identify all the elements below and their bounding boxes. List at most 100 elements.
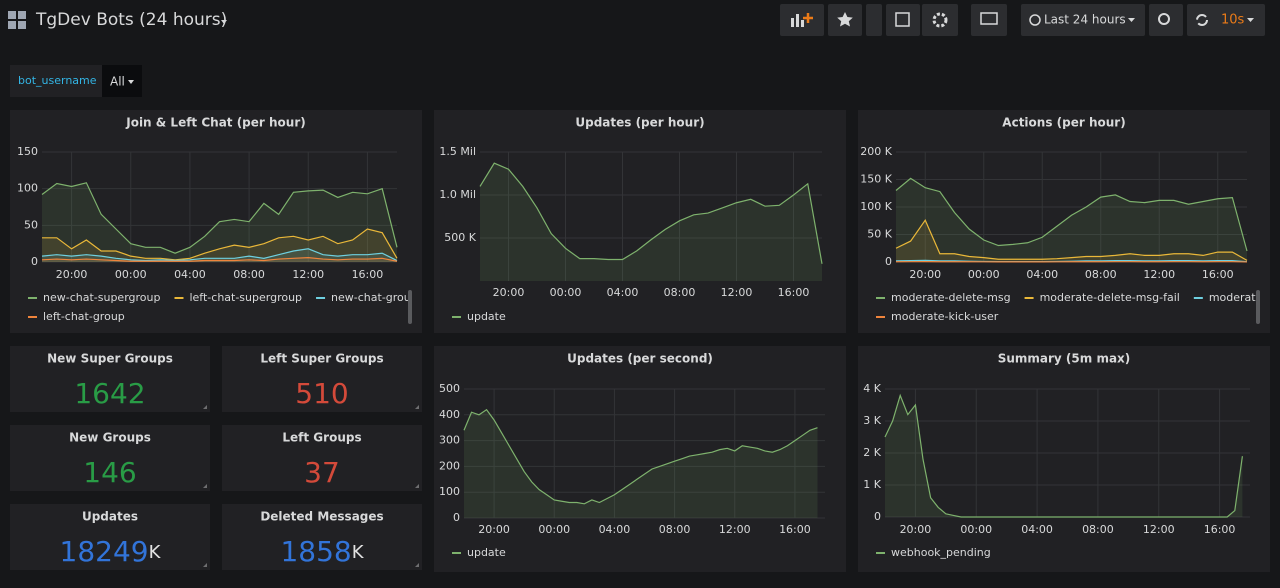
panel-title: Updates (per hour) <box>575 116 704 130</box>
settings-icon <box>932 12 948 28</box>
refresh-interval[interactable]: 10s <box>1221 13 1245 28</box>
x-tick-label: 16:00 <box>1202 268 1234 281</box>
y-tick-label: 50 <box>24 218 38 231</box>
x-tick-label: 04:00 <box>607 286 639 299</box>
stat-title: Left Super Groups <box>260 352 383 366</box>
x-tick-label: 04:00 <box>1021 523 1053 536</box>
y-tick-label: 200 <box>439 459 460 472</box>
dashboard-icon[interactable] <box>8 11 26 29</box>
settings-button[interactable] <box>922 4 958 36</box>
refresh-picker[interactable] <box>1187 4 1265 36</box>
x-tick-label: 04:00 <box>174 268 206 281</box>
x-tick-label: 16:00 <box>779 523 811 536</box>
series-area <box>480 163 822 281</box>
share-button[interactable] <box>866 4 882 36</box>
series-line <box>895 218 1248 261</box>
x-tick-label: 16:00 <box>1204 523 1236 536</box>
x-tick-label: 04:00 <box>599 523 631 536</box>
x-tick-label: 08:00 <box>659 523 691 536</box>
panel <box>434 110 846 333</box>
y-tick-label: 2 K <box>863 446 881 459</box>
tv-button[interactable] <box>971 4 1007 36</box>
legend-label: moderate-delete-msg <box>891 291 1011 304</box>
stat-title: Deleted Messages <box>260 510 383 524</box>
time-caret <box>1128 18 1135 22</box>
series-line <box>41 248 398 262</box>
stat-value: 1642 <box>74 377 145 410</box>
series-line <box>41 256 398 262</box>
x-tick-label: 12:00 <box>1143 523 1175 536</box>
legend-label: left-chat-supergroup <box>189 291 302 304</box>
series-area <box>42 257 397 262</box>
legend-label: update <box>467 546 506 559</box>
x-tick-label: 12:00 <box>1143 268 1175 281</box>
series-area <box>464 409 818 518</box>
panel-title: Actions (per hour) <box>1002 116 1125 130</box>
stat-panel <box>10 346 210 412</box>
legend-label: left-chat-group <box>43 310 125 323</box>
x-tick-label: 08:00 <box>1082 523 1114 536</box>
x-tick-label: 16:00 <box>352 268 384 281</box>
y-tick-label: 1.5 Mil <box>439 145 476 158</box>
refresh-icon <box>1196 14 1208 26</box>
panel-title: Summary (5m max) <box>998 352 1131 366</box>
y-tick-label: 100 <box>439 485 460 498</box>
series-line <box>41 182 398 254</box>
add-icon <box>803 13 813 23</box>
series-line <box>463 408 818 505</box>
stat-number: 146 <box>83 456 136 489</box>
legend-scrollbar <box>408 290 412 324</box>
y-tick-label: 0 <box>453 511 460 524</box>
series-area <box>885 395 1243 517</box>
resize-handle <box>415 484 419 488</box>
y-tick-label: 400 <box>439 408 460 421</box>
stat-number: 510 <box>295 377 348 410</box>
legend-label: new-chat-supergroup <box>43 291 160 304</box>
legend-label: moderate-ban-user <box>1209 291 1280 304</box>
title-caret[interactable] <box>221 20 227 24</box>
panel-content: Summary (5m max) 0 1 K 2 K 3 K 4 K 20:00 00:00 0… <box>863 352 1250 559</box>
panel-content: Updates (per hour) 500 K 1.0 Mil 1.5 Mil 20:… <box>439 116 823 323</box>
dashboard-title[interactable]: TgDev Bots (24 hours) <box>35 10 227 30</box>
stat-title: Left Groups <box>282 431 361 445</box>
tv-icon <box>980 12 998 25</box>
zoom-button[interactable] <box>1149 4 1183 36</box>
x-tick-label: 00:00 <box>538 523 570 536</box>
variable-value[interactable]: All <box>110 75 125 89</box>
time-picker[interactable] <box>1021 4 1145 36</box>
save-button[interactable] <box>886 4 920 36</box>
x-tick-label: 08:00 <box>1085 268 1117 281</box>
stat-number: 18249 <box>60 535 149 568</box>
panel-content: Join & Left Chat (per hour) 0 50 100 150 20:0… <box>17 116 408 324</box>
series-line <box>895 259 1248 263</box>
y-tick-label: 150 <box>17 145 38 158</box>
y-tick-label: 3 K <box>863 414 881 427</box>
panel <box>10 110 422 333</box>
x-tick-label: 08:00 <box>233 268 265 281</box>
legend-scrollbar <box>1256 290 1260 324</box>
variable-select[interactable] <box>102 65 142 97</box>
y-tick-label: 300 <box>439 434 460 447</box>
panel <box>858 346 1270 572</box>
stat-title: New Groups <box>69 431 151 445</box>
y-tick-label: 0 <box>874 510 881 523</box>
y-tick-label: 50 K <box>867 228 892 241</box>
legend-label: moderate-kick-user <box>891 310 999 323</box>
time-range[interactable]: Last 24 hours <box>1044 13 1126 27</box>
x-tick-label: 20:00 <box>900 523 932 536</box>
stat-value: 146 <box>83 456 136 489</box>
stat-unit: K <box>352 542 365 563</box>
x-tick-label: 20:00 <box>56 268 88 281</box>
series-area <box>42 248 397 262</box>
series-line <box>895 177 1248 252</box>
stat-value: 510 <box>295 377 348 410</box>
x-tick-label: 20:00 <box>909 268 941 281</box>
x-tick-label: 16:00 <box>778 286 810 299</box>
x-tick-label: 08:00 <box>664 286 696 299</box>
series-line <box>884 393 1243 518</box>
x-tick-label: 00:00 <box>968 268 1000 281</box>
stat-value: 37 <box>304 456 340 489</box>
series-area <box>42 229 397 262</box>
stat-value: 1858K <box>280 535 364 568</box>
